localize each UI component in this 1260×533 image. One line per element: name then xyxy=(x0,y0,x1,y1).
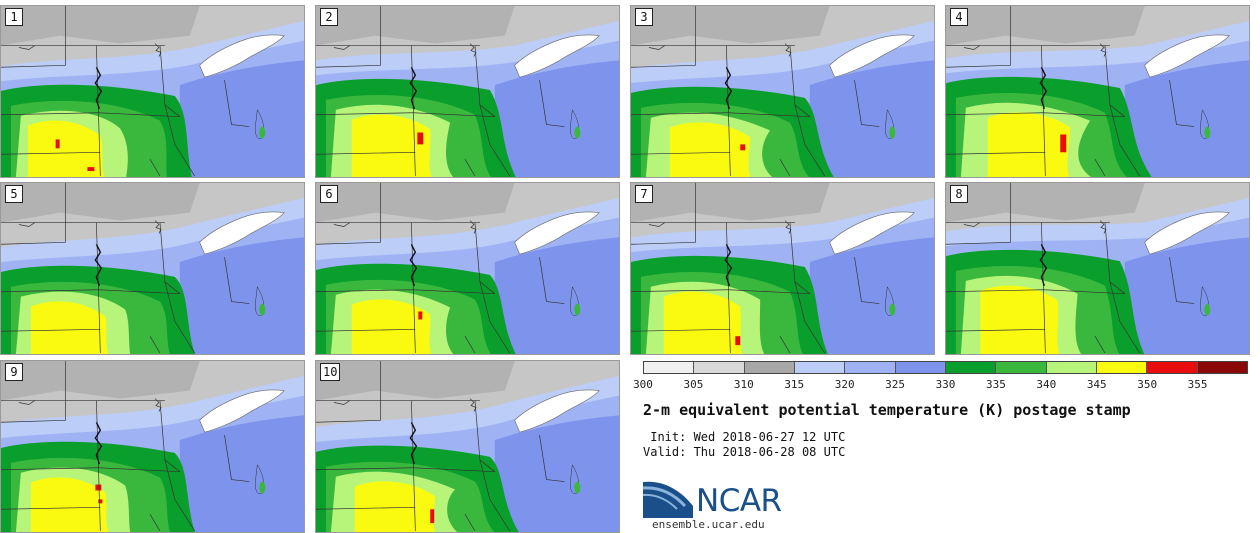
colorbar-tick: 315 xyxy=(784,378,805,391)
stamp-panel: 6 xyxy=(315,182,620,355)
figure-title: 2-m equivalent potential temperature (K)… xyxy=(643,401,1131,419)
colorbar-segment xyxy=(1046,362,1097,373)
stamp-map xyxy=(316,183,619,354)
stamp-member-number: 1 xyxy=(5,8,23,26)
colorbar-tick: 340 xyxy=(1036,378,1057,391)
colorbar-tick: 345 xyxy=(1086,378,1107,391)
stamp-member-number: 5 xyxy=(5,185,23,203)
stamp-panel: 3 xyxy=(630,5,935,178)
stamp-member-number: 8 xyxy=(950,185,968,203)
stamp-map xyxy=(1,6,304,177)
colorbar-tick: 335 xyxy=(985,378,1006,391)
stamp-map xyxy=(1,183,304,354)
colorbar-tick: 310 xyxy=(733,378,754,391)
colorbar-tick: 330 xyxy=(935,378,956,391)
colorbar-tick: 355 xyxy=(1187,378,1208,391)
stamp-map xyxy=(631,6,934,177)
colorbar-segment xyxy=(895,362,946,373)
logo-text: NCAR xyxy=(696,483,782,519)
colorbar-segment xyxy=(1096,362,1148,373)
colorbar-segment xyxy=(644,362,695,373)
colorbar-segment xyxy=(694,362,745,373)
stamp-panel: 10 xyxy=(315,360,620,533)
stamp-member-number: 4 xyxy=(950,8,968,26)
stamp-member-number: 6 xyxy=(320,185,338,203)
colorbar-segment xyxy=(945,362,997,373)
valid-time: Valid: Thu 2018-06-28 08 UTC xyxy=(643,445,846,459)
colorbar-segment xyxy=(744,362,795,373)
colorbar-tick: 320 xyxy=(834,378,855,391)
colorbar-tick: 350 xyxy=(1137,378,1158,391)
stamp-panel: 8 xyxy=(945,182,1250,355)
stamp-panel: 9 xyxy=(0,360,305,533)
stamp-map xyxy=(631,183,934,354)
colorbar-tick-labels: 300 305 310 315 320 325 330 335 340 345 350 355 xyxy=(633,378,1248,392)
logo-site: ensemble.ucar.edu xyxy=(652,518,765,531)
ncar-logo-icon xyxy=(643,481,693,518)
stamp-panel: 1 xyxy=(0,5,305,178)
colorbar-segment xyxy=(1197,362,1247,373)
stamp-member-number: 9 xyxy=(5,363,23,381)
colorbar xyxy=(643,361,1248,374)
stamp-panel: 5 xyxy=(0,182,305,355)
stamp-member-number: 3 xyxy=(635,8,653,26)
colorbar-segment xyxy=(845,362,896,373)
stamp-member-number: 10 xyxy=(320,363,341,381)
colorbar-segment xyxy=(1147,362,1198,373)
stamp-panel: 2 xyxy=(315,5,620,178)
stamp-panel: 7 xyxy=(630,182,935,355)
stamp-map xyxy=(316,6,619,177)
stamp-map xyxy=(946,183,1249,354)
stamp-panel: 4 xyxy=(945,5,1250,178)
stamp-map xyxy=(316,361,619,532)
colorbar-segment xyxy=(996,362,1047,373)
colorbar-tick: 305 xyxy=(683,378,704,391)
stamp-member-number: 2 xyxy=(320,8,338,26)
init-time: Init: Wed 2018-06-27 12 UTC xyxy=(643,430,846,444)
stamp-map xyxy=(946,6,1249,177)
colorbar-tick: 300 xyxy=(633,378,653,391)
colorbar-tick: 325 xyxy=(885,378,906,391)
colorbar-segment xyxy=(794,362,846,373)
stamp-map xyxy=(1,361,304,532)
stamp-member-number: 7 xyxy=(635,185,653,203)
